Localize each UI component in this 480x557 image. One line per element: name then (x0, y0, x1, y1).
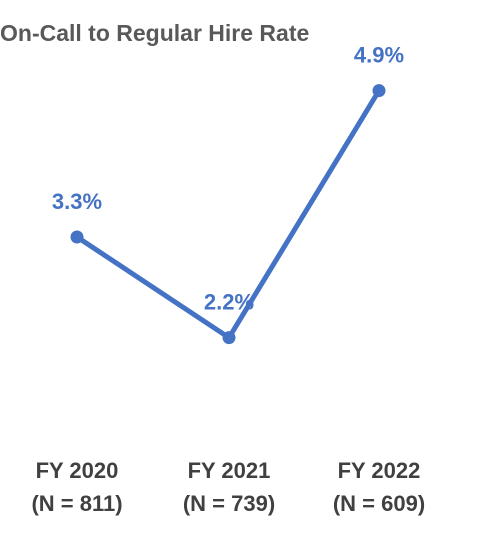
data-point-3 (372, 84, 386, 98)
data-point-2 (222, 331, 236, 345)
x-tick-label-1-line-1: FY 2020 (36, 458, 119, 483)
data-label-3: 4.9% (354, 43, 404, 68)
x-axis-ticks: FY 2020 (N = 811) FY 2021 (N = 739) FY 2022 (… (31, 458, 425, 516)
x-tick-label-2-line-1: FY 2021 (188, 458, 271, 483)
x-tick-label-3-line-1: FY 2022 (338, 458, 421, 483)
data-label-1: 3.3% (52, 189, 102, 214)
x-tick-label-2-line-2: (N = 739) (183, 491, 275, 516)
data-label-2: 2.2% (204, 290, 254, 315)
data-labels-layer: 3.3% 2.2% 4.9% (52, 43, 404, 315)
chart-title: On-Call to Regular Hire Rate (0, 20, 310, 46)
data-point-1 (70, 230, 84, 244)
series-layer (70, 84, 386, 345)
x-tick-label-3-line-2: (N = 609) (333, 491, 425, 516)
x-tick-label-1-line-2: (N = 811) (31, 491, 122, 516)
